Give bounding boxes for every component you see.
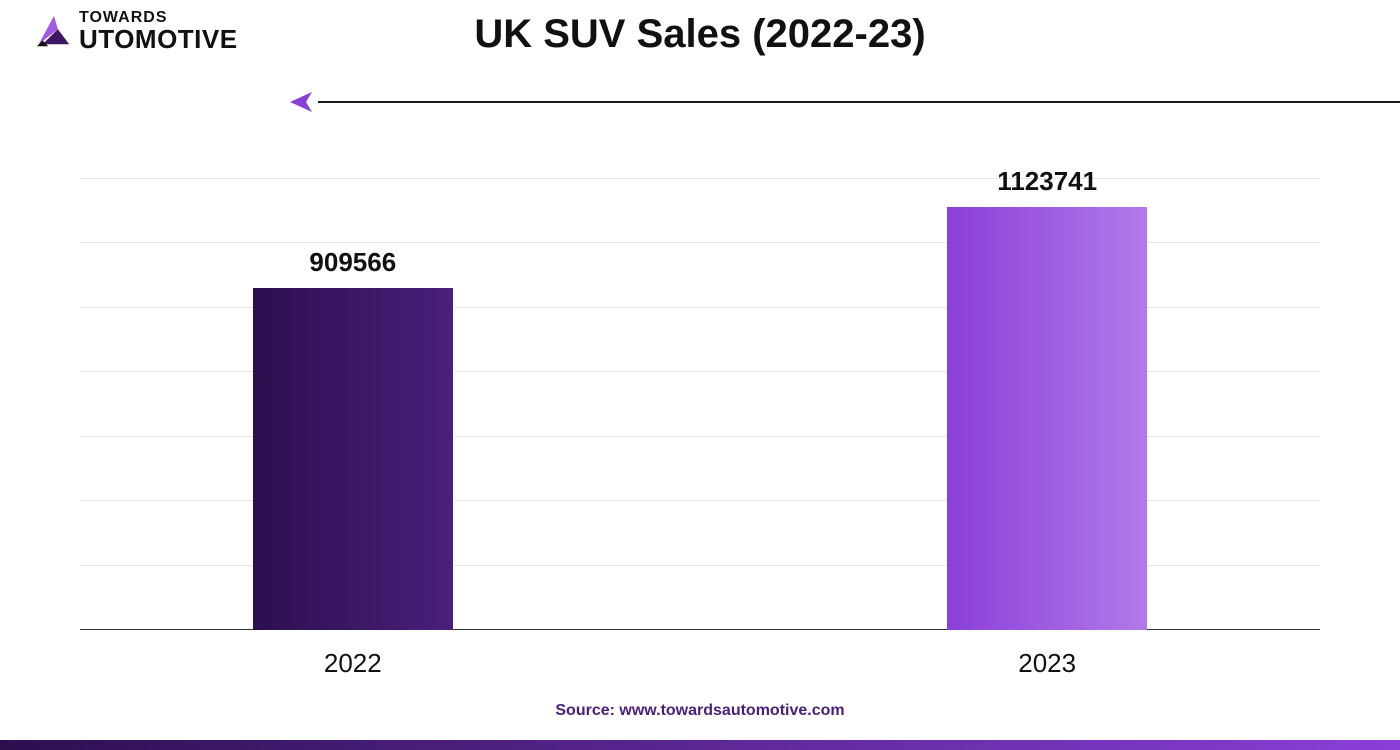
category-label: 2023: [1018, 648, 1076, 679]
title-rule: [290, 92, 1400, 112]
bar-fill: [947, 207, 1147, 630]
bar-value-label: 909566: [309, 247, 396, 278]
bar-fill: [253, 288, 453, 630]
bar: 11237412023: [947, 207, 1147, 630]
rule-line: [318, 101, 1400, 103]
bar: 9095662022: [253, 288, 453, 630]
footer-stripe: [0, 740, 1400, 750]
source-prefix: Source:: [555, 702, 619, 719]
source-text: www.towardsautomotive.com: [619, 702, 844, 719]
bar-chart: 9095662022 11237412023: [80, 160, 1320, 630]
source-attribution: Source: www.towardsautomotive.com: [0, 702, 1400, 720]
gridline: [80, 178, 1320, 179]
arrow-left-icon: [290, 92, 320, 112]
plot-area: 9095662022 11237412023: [80, 160, 1320, 630]
bar-value-label: 1123741: [997, 166, 1097, 197]
category-label: 2022: [324, 648, 382, 679]
chart-canvas: TOWARDS UTOMOTIVE UK SUV Sales (2022-23)…: [0, 0, 1400, 750]
chart-title: UK SUV Sales (2022-23): [0, 12, 1400, 57]
